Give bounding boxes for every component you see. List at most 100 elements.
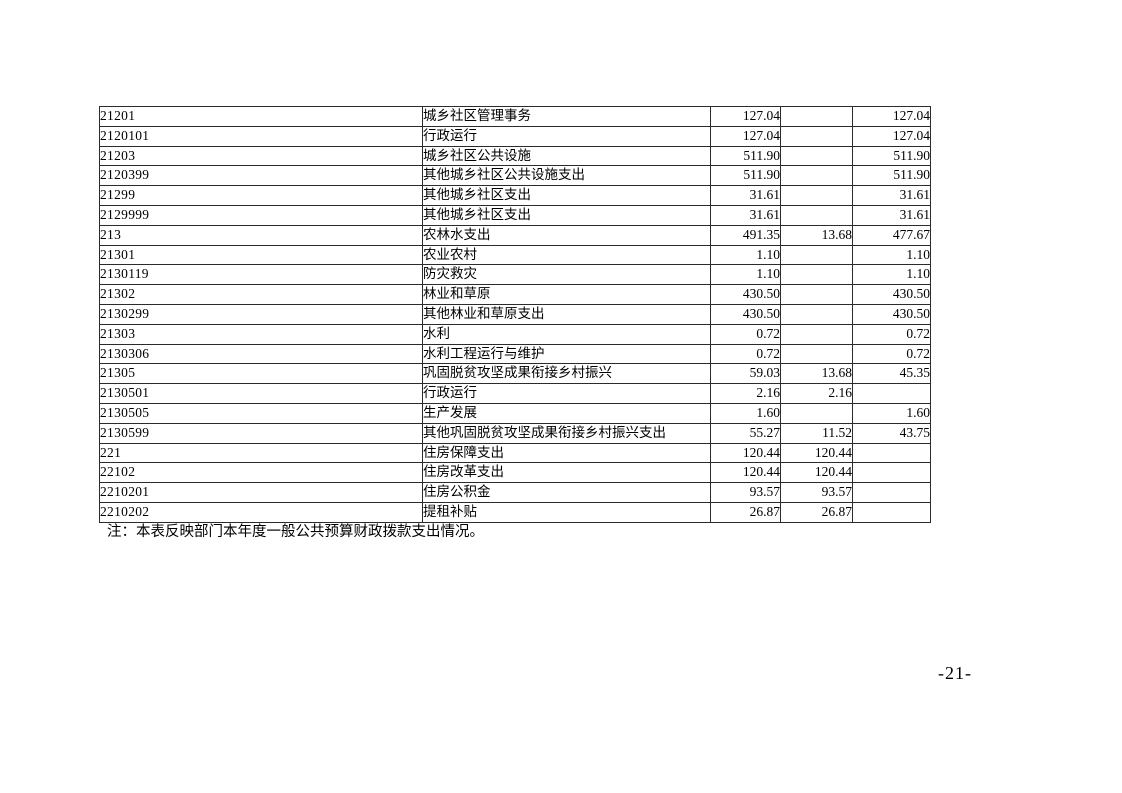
subject-code-cell: 221 (99, 442, 423, 464)
page-number: -21- (938, 663, 972, 683)
amount-basic-cell: 93.57 (780, 482, 853, 503)
subject-code-cell: 21305 (99, 363, 423, 385)
subject-code-cell: 2210202 (99, 501, 423, 523)
amount-basic-cell: 13.68 (780, 363, 853, 385)
amount-total-cell: 511.90 (710, 165, 781, 187)
subject-code-cell: 213 (99, 224, 423, 246)
amount-project-cell: 43.75 (852, 422, 931, 444)
subject-name-cell: 农业农村 (422, 244, 711, 266)
table-row: 21201 城乡社区管理事务 127.04 127.04 (99, 106, 931, 127)
amount-project-cell (852, 501, 931, 523)
subject-code-cell: 22102 (99, 462, 423, 484)
subject-name-cell: 行政运行 (422, 383, 711, 404)
table-row: 2120101 行政运行 127.04 127.04 (99, 125, 931, 147)
amount-project-cell (852, 462, 931, 484)
amount-total-cell: 0.72 (710, 343, 781, 365)
subject-code-cell: 21301 (99, 244, 423, 266)
amount-basic-cell (780, 165, 853, 187)
subject-name-cell: 城乡社区管理事务 (422, 106, 711, 127)
amount-basic-cell (780, 145, 853, 167)
subject-name-cell: 水利 (422, 323, 711, 345)
amount-project-cell: 430.50 (852, 303, 931, 325)
amount-basic-cell (780, 204, 853, 226)
subject-name-cell: 水利工程运行与维护 (422, 343, 711, 365)
amount-project-cell: 45.35 (852, 363, 931, 385)
amount-project-cell: 127.04 (852, 106, 931, 127)
table-row: 2210202 提租补贴 26.87 26.87 (99, 501, 931, 523)
budget-expenditure-table: 21201 城乡社区管理事务 127.04 127.04 2120101 行政运… (99, 106, 931, 523)
amount-total-cell: 491.35 (710, 224, 781, 246)
amount-total-cell: 93.57 (710, 482, 781, 503)
table-row: 21305 巩固脱贫攻坚成果衔接乡村振兴 59.03 13.68 45.35 (99, 363, 931, 385)
amount-total-cell: 127.04 (710, 125, 781, 147)
amount-basic-cell: 120.44 (780, 462, 853, 484)
subject-name-cell: 生产发展 (422, 402, 711, 424)
table-row: 2130501 行政运行 2.16 2.16 (99, 383, 931, 404)
subject-name-cell: 城乡社区公共设施 (422, 145, 711, 167)
table-row: 2129999 其他城乡社区支出 31.61 31.61 (99, 204, 931, 226)
subject-code-cell: 2129999 (99, 204, 423, 226)
amount-project-cell: 0.72 (852, 343, 931, 365)
amount-basic-cell (780, 303, 853, 325)
amount-total-cell: 120.44 (710, 442, 781, 464)
subject-code-cell: 2130501 (99, 383, 423, 404)
amount-basic-cell: 26.87 (780, 501, 853, 523)
amount-total-cell: 430.50 (710, 303, 781, 325)
subject-name-cell: 其他城乡社区支出 (422, 204, 711, 226)
amount-basic-cell (780, 106, 853, 127)
table-row: 2210201 住房公积金 93.57 93.57 (99, 482, 931, 503)
subject-name-cell: 其他城乡社区支出 (422, 185, 711, 206)
subject-code-cell: 21302 (99, 284, 423, 305)
amount-total-cell: 127.04 (710, 106, 781, 127)
table-row: 21302 林业和草原 430.50 430.50 (99, 284, 931, 305)
amount-basic-cell: 11.52 (780, 422, 853, 444)
table-row: 2130299 其他林业和草原支出 430.50 430.50 (99, 303, 931, 325)
subject-name-cell: 住房改革支出 (422, 462, 711, 484)
subject-name-cell: 其他城乡社区公共设施支出 (422, 165, 711, 187)
subject-code-cell: 2120399 (99, 165, 423, 187)
table-note: 注：本表反映部门本年度一般公共预算财政拨款支出情况。 (107, 524, 484, 540)
amount-project-cell: 31.61 (852, 204, 931, 226)
amount-total-cell: 31.61 (710, 204, 781, 226)
amount-project-cell (852, 383, 931, 404)
subject-code-cell: 2210201 (99, 482, 423, 503)
table-row: 2130119 防灾救灾 1.10 1.10 (99, 264, 931, 286)
subject-name-cell: 提租补贴 (422, 501, 711, 523)
subject-name-cell: 住房公积金 (422, 482, 711, 503)
table-row: 2130306 水利工程运行与维护 0.72 0.72 (99, 343, 931, 365)
amount-project-cell: 511.90 (852, 165, 931, 187)
amount-total-cell: 1.10 (710, 264, 781, 286)
amount-total-cell: 0.72 (710, 323, 781, 345)
amount-basic-cell: 13.68 (780, 224, 853, 246)
amount-project-cell: 1.10 (852, 244, 931, 266)
subject-code-cell: 21303 (99, 323, 423, 345)
table-row: 221 住房保障支出 120.44 120.44 (99, 442, 931, 464)
subject-code-cell: 21201 (99, 106, 423, 127)
subject-code-cell: 21203 (99, 145, 423, 167)
amount-project-cell (852, 482, 931, 503)
amount-basic-cell (780, 185, 853, 206)
subject-code-cell: 2130119 (99, 264, 423, 286)
amount-total-cell: 2.16 (710, 383, 781, 404)
amount-project-cell (852, 442, 931, 464)
amount-project-cell: 31.61 (852, 185, 931, 206)
amount-project-cell: 1.10 (852, 264, 931, 286)
amount-basic-cell (780, 402, 853, 424)
subject-name-cell: 其他林业和草原支出 (422, 303, 711, 325)
subject-name-cell: 巩固脱贫攻坚成果衔接乡村振兴 (422, 363, 711, 385)
amount-basic-cell: 120.44 (780, 442, 853, 464)
amount-total-cell: 1.10 (710, 244, 781, 266)
amount-total-cell: 511.90 (710, 145, 781, 167)
amount-basic-cell (780, 284, 853, 305)
amount-project-cell: 127.04 (852, 125, 931, 147)
amount-project-cell: 477.67 (852, 224, 931, 246)
table-row: 2130505 生产发展 1.60 1.60 (99, 402, 931, 424)
amount-project-cell: 1.60 (852, 402, 931, 424)
subject-code-cell: 21299 (99, 185, 423, 206)
table-row: 21299 其他城乡社区支出 31.61 31.61 (99, 185, 931, 206)
subject-code-cell: 2120101 (99, 125, 423, 147)
amount-basic-cell: 2.16 (780, 383, 853, 404)
amount-total-cell: 59.03 (710, 363, 781, 385)
subject-name-cell: 农林水支出 (422, 224, 711, 246)
